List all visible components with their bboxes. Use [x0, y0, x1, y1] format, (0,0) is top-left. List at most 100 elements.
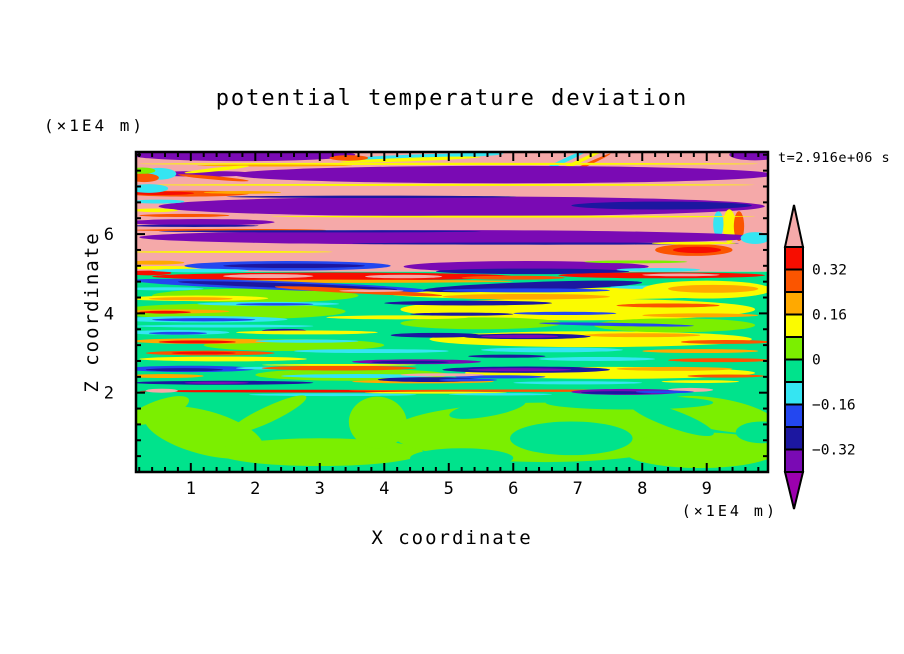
contour-streak [455, 375, 546, 379]
colorbar-box [784, 381, 804, 406]
contour-streak [152, 268, 249, 273]
contour-streak [642, 273, 720, 277]
contour-streak [248, 393, 417, 397]
x-tick-label: 8 [637, 479, 647, 499]
contour-streak [687, 374, 765, 378]
x-tick-label: 4 [379, 479, 389, 499]
contour-streak [139, 213, 230, 218]
x-tick-label: 5 [444, 479, 454, 499]
colorbar-box [784, 358, 804, 383]
contour-streak [148, 171, 259, 177]
contour-streak [136, 219, 275, 226]
contour-streak [158, 230, 482, 233]
colorbar-tick-label: −0.32 [812, 443, 856, 459]
contour-streak [733, 211, 745, 242]
contour-streak [294, 349, 449, 354]
contour-streak [136, 266, 198, 270]
contour-streak [481, 334, 559, 338]
contour-streak [136, 374, 204, 379]
contour-streak [152, 318, 256, 322]
contour-streak [364, 391, 507, 394]
contour-streak [651, 241, 736, 245]
chart-title: potential temperature deviation [215, 86, 689, 111]
contour-streak [616, 366, 733, 371]
contour-streak [584, 333, 701, 338]
contour-streak [429, 331, 752, 348]
contour-streak [136, 260, 185, 265]
contour-streak [171, 351, 236, 355]
colorbar-box [784, 336, 804, 361]
colorbar-box [784, 268, 804, 293]
x-axis-unit-label: (×1E4 m) [681, 502, 778, 520]
colorbar-box [784, 403, 804, 428]
contour-streak [668, 358, 768, 363]
contour-streak [145, 388, 178, 393]
colorbar-box [784, 426, 804, 451]
contour-streak [439, 378, 498, 382]
contour-streak [713, 211, 724, 238]
contour-streak [326, 315, 469, 320]
contour-streak [410, 312, 514, 316]
contour-streak [184, 165, 249, 174]
contour-streak [580, 391, 652, 395]
contour-streak [139, 162, 759, 165]
colorbar-box [784, 313, 804, 338]
contour-streak [232, 165, 768, 184]
contour-streak [449, 398, 526, 419]
contour-streak [513, 381, 643, 385]
contour-streak [139, 356, 307, 362]
contour-streak [735, 421, 768, 444]
contour-streak [136, 167, 156, 174]
z-axis-unit-label: (×1E4 m) [44, 116, 146, 135]
colorbar [783, 204, 805, 510]
contour-streak [461, 275, 565, 280]
colorbar-labels: 0.32 0.16 0 −0.16 −0.32 [812, 263, 856, 459]
contour-streak [235, 330, 378, 335]
contour-streak [384, 300, 552, 306]
contour-streak [261, 363, 417, 366]
contour-streak [136, 303, 346, 320]
colorbar-box [784, 246, 804, 271]
contour-streak [390, 332, 482, 338]
contour-streak [628, 400, 714, 437]
contour-streak [539, 357, 656, 361]
x-tick-label: 1 [186, 479, 196, 499]
x-tick-label: 7 [573, 479, 583, 499]
time-annotation: t=2.916e+06 s [778, 150, 891, 166]
contour-streak [400, 373, 485, 377]
colorbar-tick-label: 0 [812, 353, 821, 369]
colorbar-box [784, 291, 804, 316]
contour-streak [223, 274, 314, 279]
contour-streak [442, 288, 610, 293]
colorbar-tick-label: 0.32 [812, 263, 847, 279]
contour-streak [468, 354, 546, 358]
contour-streak [571, 201, 752, 210]
contour-streak [136, 250, 333, 253]
contour-streak [139, 230, 759, 245]
contour-streak [510, 421, 633, 456]
contour-streak [339, 289, 404, 292]
contour-streak [136, 173, 159, 183]
contour-streak [352, 242, 739, 245]
contour-streak [136, 224, 259, 227]
x-tick-label: 9 [702, 479, 712, 499]
contour-streak [226, 195, 517, 198]
contour-streak [442, 293, 610, 300]
contour-streak [136, 324, 314, 328]
z-tick-label: 4 [104, 304, 114, 324]
contour-streak [148, 297, 233, 301]
contour-streak [136, 287, 204, 291]
axis-ticks [136, 152, 768, 472]
contour-streak [230, 395, 307, 434]
contour-streak [435, 268, 630, 275]
contour-streak [203, 191, 282, 194]
contour-streak [668, 284, 759, 293]
contour-streak [148, 331, 207, 335]
contour-streak [672, 246, 722, 254]
contour-streak [235, 303, 314, 306]
contour-streak [281, 374, 436, 379]
plot-border [134, 150, 770, 474]
contour-streak [468, 368, 572, 372]
contour-streak [371, 360, 449, 364]
